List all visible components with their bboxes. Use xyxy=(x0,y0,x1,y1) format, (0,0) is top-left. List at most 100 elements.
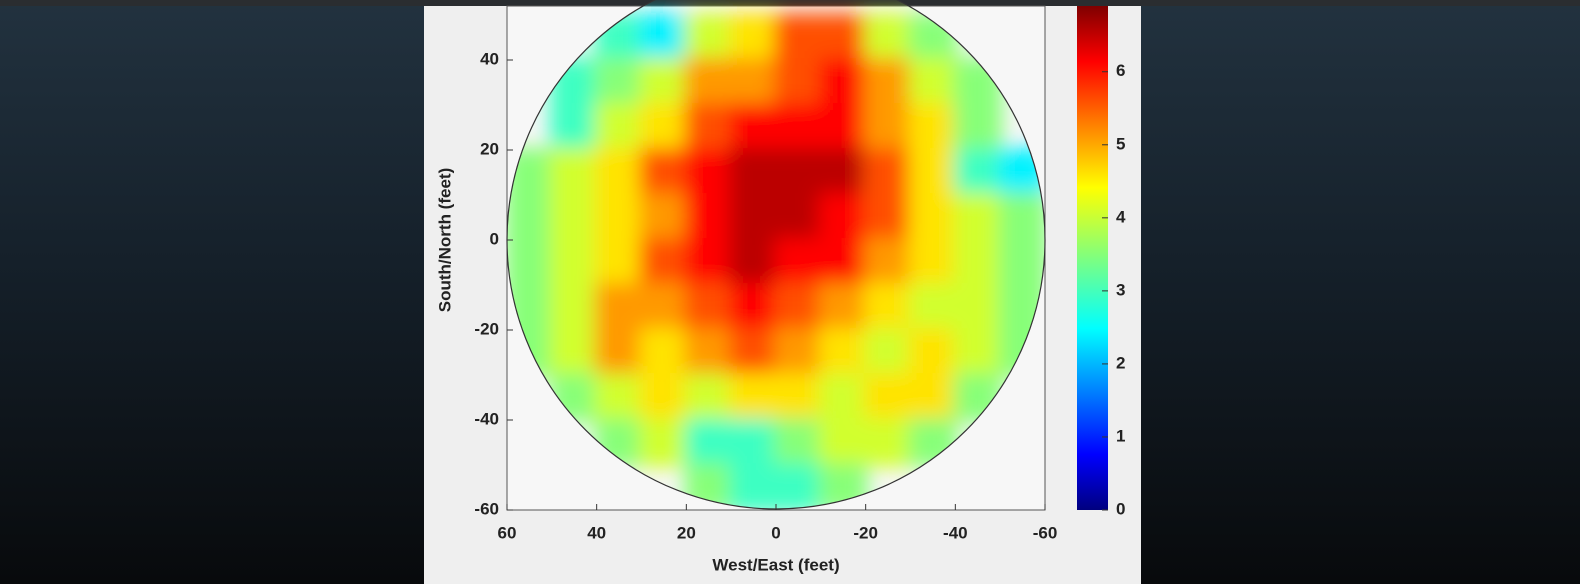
colorbar-tick-label: 3 xyxy=(1116,280,1125,299)
heat-cell xyxy=(684,418,734,467)
heat-cell xyxy=(684,58,734,107)
heat-cell xyxy=(908,148,958,197)
heat-cell xyxy=(818,328,868,377)
heat-cell xyxy=(684,283,734,332)
heat-cell xyxy=(594,373,644,422)
heat-cell xyxy=(818,103,868,152)
heat-cell xyxy=(549,283,599,332)
heat-cell xyxy=(818,418,868,467)
heat-cell xyxy=(639,238,689,287)
heatmap xyxy=(507,13,1045,509)
x-tick-label: 20 xyxy=(677,523,696,542)
heat-cell xyxy=(774,13,823,62)
y-tick-label: -40 xyxy=(474,409,499,428)
top-bar xyxy=(0,0,1580,6)
heat-cell xyxy=(594,238,644,287)
heat-cell xyxy=(953,193,1003,242)
heat-cell xyxy=(729,148,778,197)
heat-cell xyxy=(729,373,778,422)
heat-cell xyxy=(908,238,958,287)
heat-cell xyxy=(774,463,823,509)
heat-cell xyxy=(863,373,913,422)
heat-cell xyxy=(774,193,823,242)
heat-cell xyxy=(639,283,689,332)
heat-cell xyxy=(729,103,778,152)
heat-cell xyxy=(998,238,1045,287)
x-tick-label: -60 xyxy=(1033,523,1058,542)
x-tick-label: 60 xyxy=(498,523,517,542)
heat-cell xyxy=(684,238,734,287)
heat-cell xyxy=(863,148,913,197)
heat-cell xyxy=(908,193,958,242)
heat-cell xyxy=(774,283,823,332)
heat-cell xyxy=(818,238,868,287)
y-tick-label: 0 xyxy=(490,229,499,248)
heat-cell xyxy=(729,463,778,509)
y-tick-label: 20 xyxy=(480,139,499,158)
x-axis-label: West/East (feet) xyxy=(712,555,839,574)
x-tick-label: -40 xyxy=(943,523,968,542)
heat-cell xyxy=(639,373,689,422)
heat-cell xyxy=(863,103,913,152)
heat-cell xyxy=(639,418,689,467)
heat-cell xyxy=(549,238,599,287)
heat-cell xyxy=(684,148,734,197)
heat-cell xyxy=(729,328,778,377)
x-tick-label: 40 xyxy=(587,523,606,542)
heat-cell xyxy=(729,418,778,467)
heat-cell xyxy=(594,148,644,197)
heat-cell xyxy=(729,13,778,62)
y-tick-label: 40 xyxy=(480,49,499,68)
heat-cell xyxy=(729,193,778,242)
heat-cell xyxy=(594,283,644,332)
heat-cell xyxy=(953,328,1003,377)
heat-cell xyxy=(729,58,778,107)
heat-cell xyxy=(639,328,689,377)
heat-cell xyxy=(684,193,734,242)
heat-cell xyxy=(774,238,823,287)
heat-cell xyxy=(908,103,958,152)
y-tick-label: -20 xyxy=(474,319,499,338)
heat-cell xyxy=(953,283,1003,332)
heat-cell xyxy=(549,103,599,152)
heat-cell xyxy=(507,238,554,287)
heat-cell xyxy=(639,103,689,152)
heat-cell xyxy=(908,328,958,377)
heat-cell xyxy=(863,418,913,467)
x-tick-label: 0 xyxy=(771,523,780,542)
colorbar-tick-label: 4 xyxy=(1116,207,1126,226)
x-tick-label: -20 xyxy=(853,523,878,542)
heat-cell xyxy=(507,193,554,242)
heat-cell xyxy=(863,238,913,287)
heat-cell xyxy=(639,148,689,197)
heat-cell xyxy=(729,283,778,332)
colorbar-tick-label: 5 xyxy=(1116,134,1125,153)
heat-cell xyxy=(639,193,689,242)
heat-cell xyxy=(549,148,599,197)
heat-cell xyxy=(818,13,868,62)
heat-cell xyxy=(908,283,958,332)
heat-cell xyxy=(774,373,823,422)
heat-cell xyxy=(684,103,734,152)
heat-cell xyxy=(863,193,913,242)
heat-cell xyxy=(953,238,1003,287)
heat-cell xyxy=(594,58,644,107)
colorbar-tick-label: 1 xyxy=(1116,426,1125,445)
heat-cell xyxy=(774,148,823,197)
heat-cell xyxy=(818,58,868,107)
heat-cell xyxy=(908,373,958,422)
heat-cell xyxy=(818,283,868,332)
heat-cell xyxy=(774,418,823,467)
heat-cell xyxy=(953,148,1003,197)
heat-cell xyxy=(684,13,734,62)
heat-cell xyxy=(953,103,1003,152)
colorbar xyxy=(1077,6,1108,510)
colorbar-tick-label: 2 xyxy=(1116,353,1125,372)
heat-cell xyxy=(908,58,958,107)
y-tick-label: -60 xyxy=(474,499,499,518)
colorbar-tick-label: 0 xyxy=(1116,499,1125,518)
heat-cell xyxy=(774,58,823,107)
heat-cell xyxy=(729,238,778,287)
